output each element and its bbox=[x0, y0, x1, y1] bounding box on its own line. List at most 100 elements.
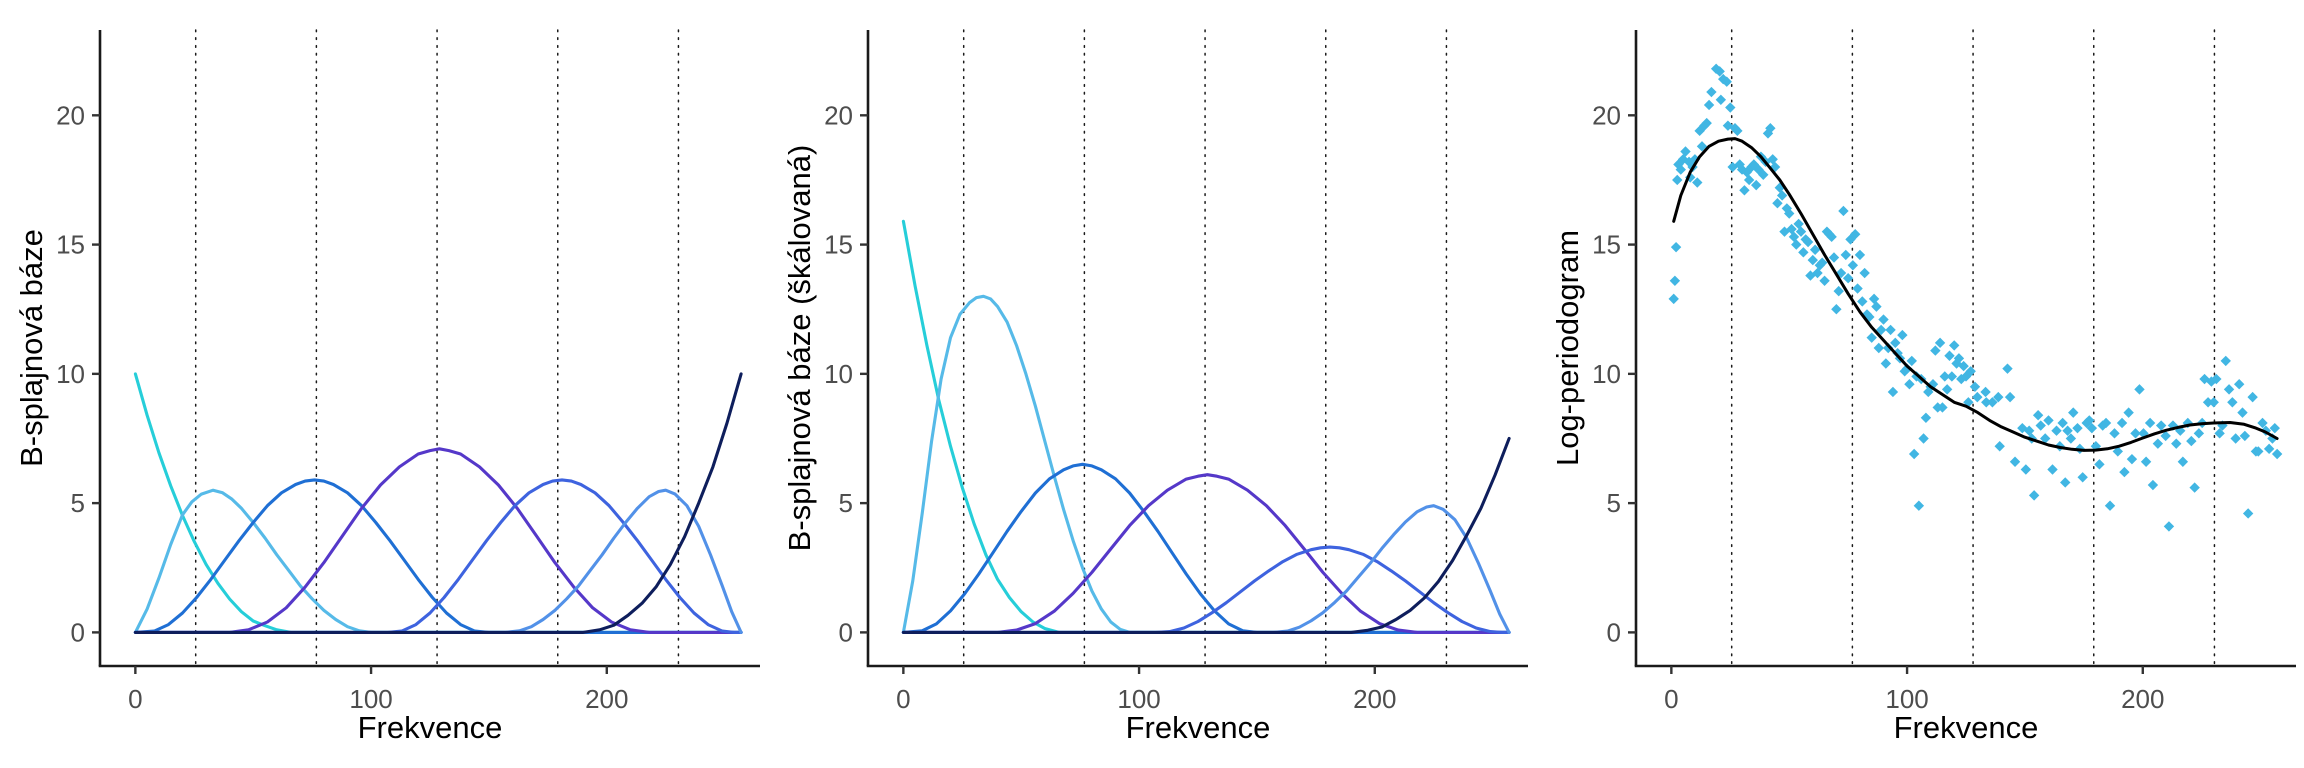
scatter-point bbox=[1715, 94, 1727, 106]
scatter-point bbox=[2060, 477, 2071, 488]
scatter-point bbox=[2112, 446, 2123, 457]
y-tick-label: 10 bbox=[824, 359, 853, 389]
scatter-point bbox=[1871, 301, 1882, 312]
basis-4-curve bbox=[133, 447, 743, 634]
x-tick-label: 100 bbox=[1117, 684, 1160, 714]
scatter-point bbox=[1831, 304, 1842, 315]
scatter-point bbox=[1920, 412, 1932, 424]
scatter-point bbox=[1677, 154, 1689, 165]
y-tick-label: 15 bbox=[56, 230, 85, 260]
scatter-point bbox=[1791, 239, 1802, 250]
scatter-point bbox=[1776, 190, 1788, 201]
scatter-point bbox=[2189, 482, 2200, 493]
scatter-point bbox=[1981, 397, 1992, 408]
scatter-point bbox=[2068, 407, 2079, 418]
scatter-point bbox=[1710, 63, 1722, 74]
scatter-point bbox=[1901, 363, 1913, 374]
scatter-point bbox=[1798, 247, 1809, 258]
scatter-point bbox=[1847, 260, 1859, 271]
scatter-point bbox=[1890, 337, 1901, 349]
x-tick-label: 200 bbox=[585, 684, 628, 714]
x-axis-title: Frekvence bbox=[1126, 710, 1271, 745]
scatter-point bbox=[2094, 459, 2105, 470]
scatter-point bbox=[2144, 417, 2156, 429]
scatter-point bbox=[2239, 430, 2251, 442]
scatter-point bbox=[1732, 125, 1743, 137]
scatter-point bbox=[1734, 159, 1745, 170]
scatter-point bbox=[1987, 397, 1998, 408]
scatter-point bbox=[1718, 73, 1729, 85]
scatter-point bbox=[2020, 464, 2032, 475]
scaled-basis-2-curve bbox=[901, 294, 1511, 634]
scaled-basis-1-curve bbox=[901, 219, 1511, 634]
y-tick-label: 5 bbox=[839, 488, 853, 518]
scatter-point bbox=[2028, 490, 2040, 501]
scatter-point bbox=[2104, 500, 2116, 511]
y-tick-label: 0 bbox=[839, 617, 853, 647]
scatter-point bbox=[2214, 428, 2225, 439]
scatter-point bbox=[1703, 99, 1715, 111]
scatter-point bbox=[1706, 86, 1717, 98]
scatter-point bbox=[1859, 267, 1870, 279]
scatter-point bbox=[1696, 141, 1708, 152]
scatter-point bbox=[2202, 397, 2214, 408]
scatter-point bbox=[1953, 353, 1965, 364]
scatter-point bbox=[2211, 373, 2222, 385]
x-tick-label: 200 bbox=[1353, 684, 1396, 714]
scatter-point bbox=[2009, 456, 2021, 467]
scatter-point bbox=[1826, 231, 1837, 243]
scatter-point bbox=[1748, 159, 1760, 170]
scatter-point bbox=[1930, 345, 1941, 356]
scatter-point bbox=[1868, 293, 1880, 305]
basis-2-curve bbox=[133, 488, 743, 634]
scatter-point bbox=[2177, 456, 2189, 467]
scatter-point bbox=[1680, 146, 1691, 157]
basis-5-curve bbox=[133, 478, 743, 634]
scatter-point bbox=[1951, 358, 1962, 369]
x-tick-label: 100 bbox=[349, 684, 392, 714]
scatter-point bbox=[1897, 329, 1908, 341]
scatter-point bbox=[1673, 159, 1684, 170]
scatter-point bbox=[1786, 223, 1797, 235]
scatter-point bbox=[1965, 366, 1976, 377]
scatter-point bbox=[2116, 417, 2128, 429]
scatter-point bbox=[1807, 254, 1818, 266]
scatter-point bbox=[2140, 456, 2152, 467]
scatter-point bbox=[1670, 241, 1682, 253]
scatter-point bbox=[2257, 417, 2268, 429]
scatter-point bbox=[1904, 378, 1915, 390]
scatter-point bbox=[1721, 76, 1732, 87]
scatter-point bbox=[1958, 360, 1969, 372]
scatter-point bbox=[2171, 438, 2182, 449]
scatter-point bbox=[1864, 311, 1875, 323]
scatter-point bbox=[1767, 154, 1778, 165]
scatter-point bbox=[2077, 472, 2088, 483]
scatter-point bbox=[2134, 384, 2145, 395]
scatter-point bbox=[2247, 391, 2258, 403]
scatter-point bbox=[2230, 433, 2241, 444]
scatter-point bbox=[1880, 358, 1892, 369]
scatter-point bbox=[1772, 198, 1783, 209]
scatter-point bbox=[1727, 161, 1738, 173]
scatter-point bbox=[1694, 125, 1705, 137]
scatter-point bbox=[1840, 249, 1851, 261]
y-tick-label: 20 bbox=[56, 100, 85, 130]
scatter-point bbox=[1980, 386, 1991, 398]
scatter-point bbox=[2097, 420, 2108, 431]
scaled-basis-5-curve bbox=[901, 545, 1511, 634]
y-tick-label: 0 bbox=[1607, 617, 1621, 647]
scatter-point bbox=[1852, 283, 1863, 294]
scatter-point bbox=[2065, 433, 2077, 444]
scatter-point bbox=[1739, 185, 1750, 196]
scatter-point bbox=[2123, 407, 2134, 418]
scatter-point bbox=[1885, 324, 1896, 336]
scatter-point bbox=[1701, 117, 1712, 129]
scatter-point bbox=[1809, 244, 1821, 255]
scatter-point bbox=[2062, 425, 2073, 436]
scatter-point bbox=[1850, 229, 1861, 240]
scatter-point bbox=[2271, 448, 2283, 460]
x-tick-label: 200 bbox=[2121, 684, 2164, 714]
